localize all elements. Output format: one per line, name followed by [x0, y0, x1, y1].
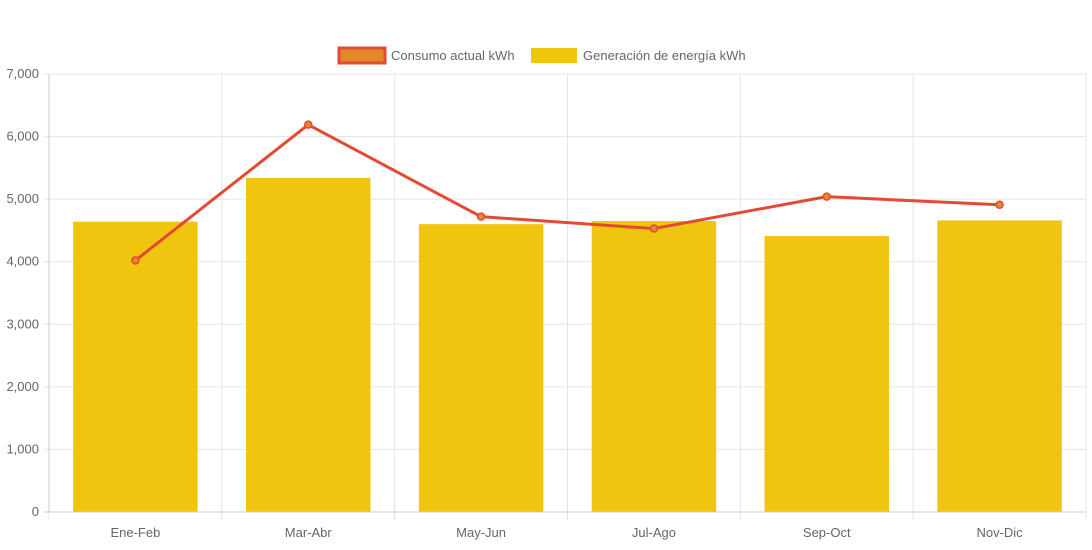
line-point[interactable]	[476, 212, 486, 221]
line-point[interactable]	[995, 200, 1004, 210]
line-point[interactable]	[649, 224, 659, 233]
y-tick-label: 3,000	[6, 316, 39, 331]
y-tick-label: 5,000	[6, 191, 39, 206]
bar[interactable]	[764, 236, 889, 512]
x-tick-label: Ene-Feb	[110, 525, 160, 540]
line-point[interactable]	[822, 192, 831, 201]
grid	[44, 73, 1087, 520]
legend-item-generacion[interactable]: Generación de energía kWh	[531, 48, 746, 63]
x-tick-label: Nov-Dic	[976, 525, 1023, 540]
x-tick-label: Mar-Abr	[285, 525, 333, 540]
legend-label-generacion: Generación de energía kWh	[583, 48, 746, 63]
bar[interactable]	[73, 221, 198, 512]
x-tick-label: Jul-Ago	[632, 525, 676, 540]
legend: Consumo actual kWh Generación de energía…	[337, 46, 746, 65]
bar-series	[73, 177, 1062, 513]
line-series	[131, 120, 1004, 265]
line-point[interactable]	[131, 256, 140, 265]
y-tick-label: 0	[32, 504, 39, 519]
bar[interactable]	[937, 220, 1062, 512]
x-tick-label: Sep-Oct	[803, 525, 851, 540]
bar[interactable]	[418, 224, 544, 512]
x-tick-label: May-Jun	[456, 525, 506, 540]
legend-swatch-generacion	[531, 48, 577, 63]
series-line	[134, 123, 1000, 262]
y-tick-label: 1,000	[6, 441, 39, 456]
legend-label-consumo: Consumo actual kWh	[391, 48, 515, 63]
y-tick-label: 2,000	[6, 379, 39, 394]
y-tick-label: 4,000	[6, 254, 39, 269]
axes: 0 1,000 2,000 3,000 4,000 5,000 6,000 7,000 Ene-…	[6, 66, 1086, 540]
legend-swatch-consumo	[337, 46, 387, 65]
legend-item-consumo[interactable]: Consumo actual kWh	[337, 46, 515, 65]
line-point[interactable]	[304, 120, 313, 129]
y-tick-label: 7,000	[6, 66, 39, 81]
bar[interactable]	[591, 221, 717, 513]
bar[interactable]	[246, 177, 371, 512]
y-tick-label: 6,000	[6, 129, 39, 144]
